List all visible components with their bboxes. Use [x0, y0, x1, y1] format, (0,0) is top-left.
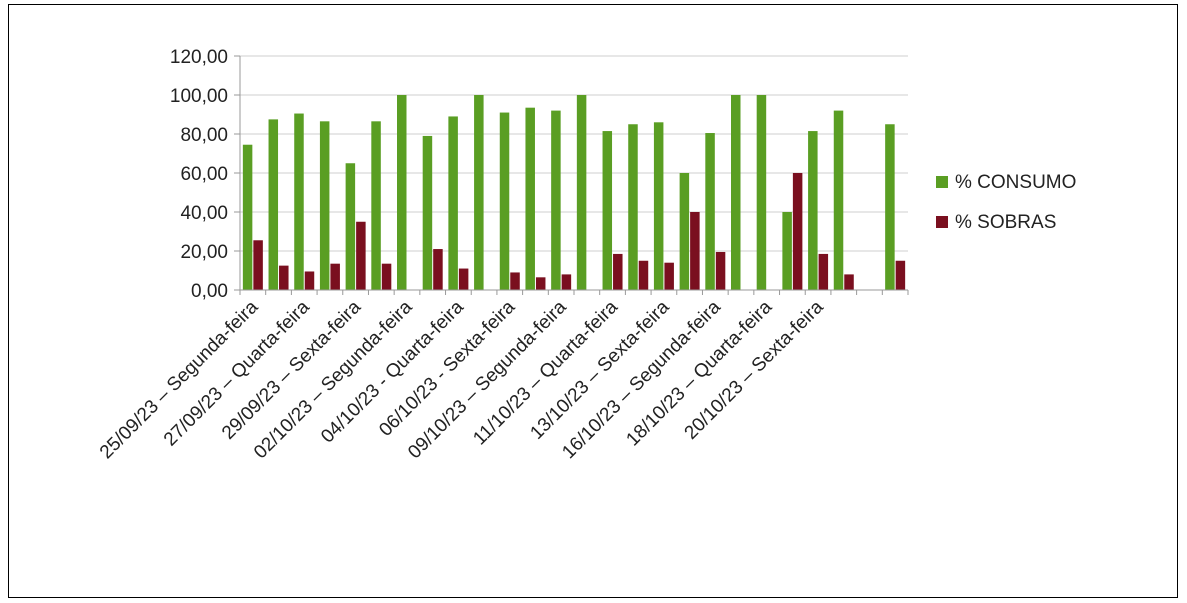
bar-consumo — [679, 173, 690, 290]
bar-sobras — [715, 251, 726, 290]
legend-swatch-sobras — [936, 216, 948, 228]
bar-consumo — [474, 95, 484, 290]
bar-consumo — [294, 113, 304, 290]
legend-label-consumo: % CONSUMO — [955, 172, 1076, 193]
bar-consumo — [833, 110, 844, 290]
y-tick-label: 20,00 — [180, 242, 228, 263]
legend: % CONSUMO % SOBRAS — [936, 172, 1076, 233]
bar-sobras — [535, 277, 546, 290]
y-axis: 0,00 20,00 40,00 60,00 80,00 100,00 120,00 — [170, 47, 241, 302]
bar-consumo — [268, 119, 279, 291]
bar-consumo — [371, 121, 381, 290]
bar-consumo — [705, 133, 715, 290]
bar-sobras — [561, 274, 572, 290]
bar-sobras — [356, 221, 366, 290]
bar-consumo — [499, 112, 510, 290]
bar-sobras — [690, 212, 700, 290]
bar-consumo — [808, 131, 818, 290]
bar-consumo — [319, 121, 330, 290]
bar-consumo — [242, 144, 253, 290]
bar-sobras — [844, 274, 854, 290]
bar-consumo — [525, 107, 535, 291]
bar-sobras — [381, 263, 392, 290]
bar-consumo — [602, 131, 613, 290]
bars — [242, 95, 906, 291]
bar-sobras — [330, 263, 340, 290]
bar-sobras — [253, 240, 263, 290]
bar-consumo — [628, 124, 638, 290]
legend-swatch-consumo — [936, 176, 948, 188]
bar-consumo — [756, 95, 767, 290]
bar-sobras — [818, 253, 829, 290]
bar-sobras — [304, 271, 315, 290]
y-tick-label: 40,00 — [180, 203, 228, 224]
y-tick-label: 120,00 — [170, 47, 228, 68]
bar-consumo — [885, 124, 895, 290]
chart-frame — [8, 4, 1178, 598]
bar-sobras — [510, 272, 520, 290]
bar-consumo — [782, 212, 792, 290]
bar-sobras — [664, 262, 674, 290]
bar-consumo — [448, 116, 458, 290]
bar-consumo — [397, 95, 407, 290]
bar-consumo — [551, 110, 561, 290]
gridlines — [240, 55, 908, 291]
bar-consumo — [422, 135, 433, 290]
bar-consumo — [576, 95, 587, 290]
y-tick-label: 100,00 — [170, 86, 228, 107]
y-tick-label: 60,00 — [180, 164, 228, 185]
bar-sobras — [458, 268, 469, 290]
bar-sobras — [792, 173, 803, 290]
bar-consumo — [731, 95, 741, 290]
bar-consumo — [345, 163, 356, 290]
legend-label-sobras: % SOBRAS — [955, 212, 1056, 233]
bar-sobras — [613, 253, 623, 290]
bar-sobras — [895, 260, 906, 290]
y-tick-label: 0,00 — [191, 281, 228, 302]
bar-sobras — [279, 265, 289, 291]
bar-sobras — [433, 249, 443, 290]
bar-consumo — [653, 122, 664, 290]
bar-sobras — [638, 260, 649, 290]
y-tick-label: 80,00 — [180, 125, 228, 146]
